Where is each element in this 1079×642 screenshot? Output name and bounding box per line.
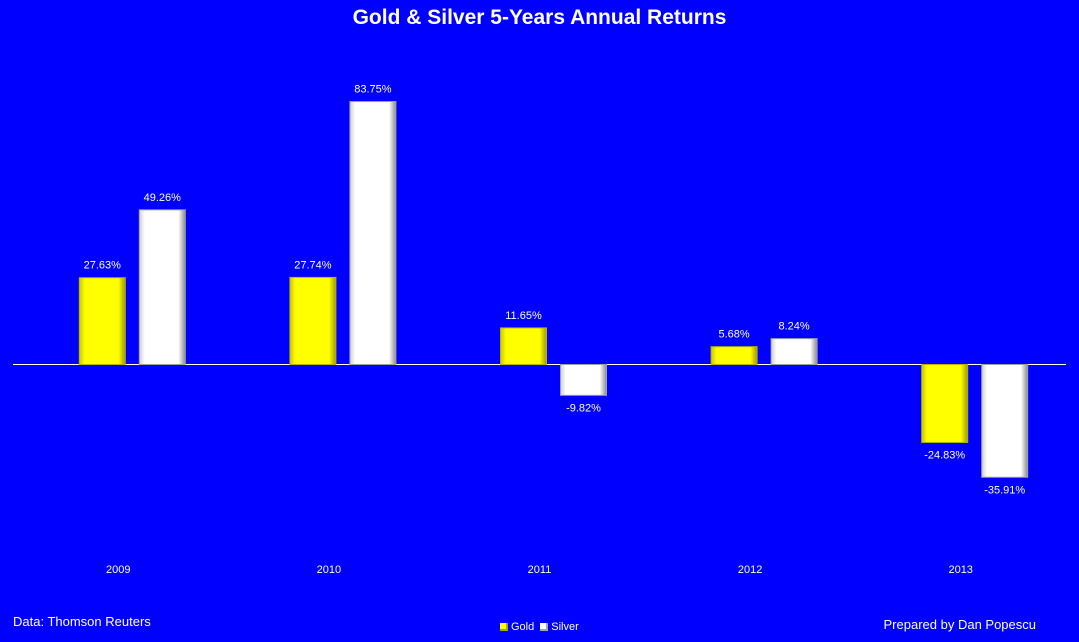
legend-item-silver: Silver [540,621,579,633]
author-credit: Prepared by Dan Popescu [883,617,1036,632]
x-tick-label-2011: 2011 [528,564,552,576]
data-label-silver-2012: 8.24% [778,321,809,333]
bar-gold-2011 [500,327,547,366]
data-source-note: Data: Thomson Reuters [13,614,151,629]
legend: Gold Silver [500,621,579,633]
bar-silver-2013 [981,364,1029,478]
bar-gold-2010 [289,276,337,365]
legend-label-gold: Gold [511,621,535,633]
chart-title: Gold & Silver 5-Years Annual Returns [352,6,727,29]
x-tick-label-2012: 2012 [738,564,762,576]
silver-swatch-icon [540,623,549,631]
bar-silver-2012 [770,338,818,366]
bar-silver-2011 [560,364,607,396]
bar-silver-2010 [349,101,397,366]
data-label-gold-2010: 27.74% [294,259,332,271]
data-label-gold-2013: -24.83% [924,449,965,461]
bar-gold-2012 [710,346,758,365]
x-tick-label-2013: 2013 [948,564,972,576]
data-label-gold-2011: 11.65% [505,310,542,322]
bar-silver-2009 [138,209,186,365]
data-label-silver-2010: 83.75% [354,84,392,96]
data-label-gold-2009: 27.63% [84,260,122,272]
data-label-silver-2011: -9.82% [566,402,601,414]
x-tick-label-2009: 2009 [106,564,130,576]
gold-swatch-icon [500,623,508,631]
legend-item-gold: Gold [500,621,534,633]
x-tick-label-2010: 2010 [317,564,341,576]
legend-label-silver: Silver [551,621,579,633]
data-label-silver-2009: 49.26% [144,192,182,204]
bar-gold-2009 [78,277,126,365]
bar-gold-2013 [921,364,969,443]
data-label-silver-2013: -35.91% [984,484,1025,496]
data-label-gold-2012: 5.68% [718,329,749,341]
